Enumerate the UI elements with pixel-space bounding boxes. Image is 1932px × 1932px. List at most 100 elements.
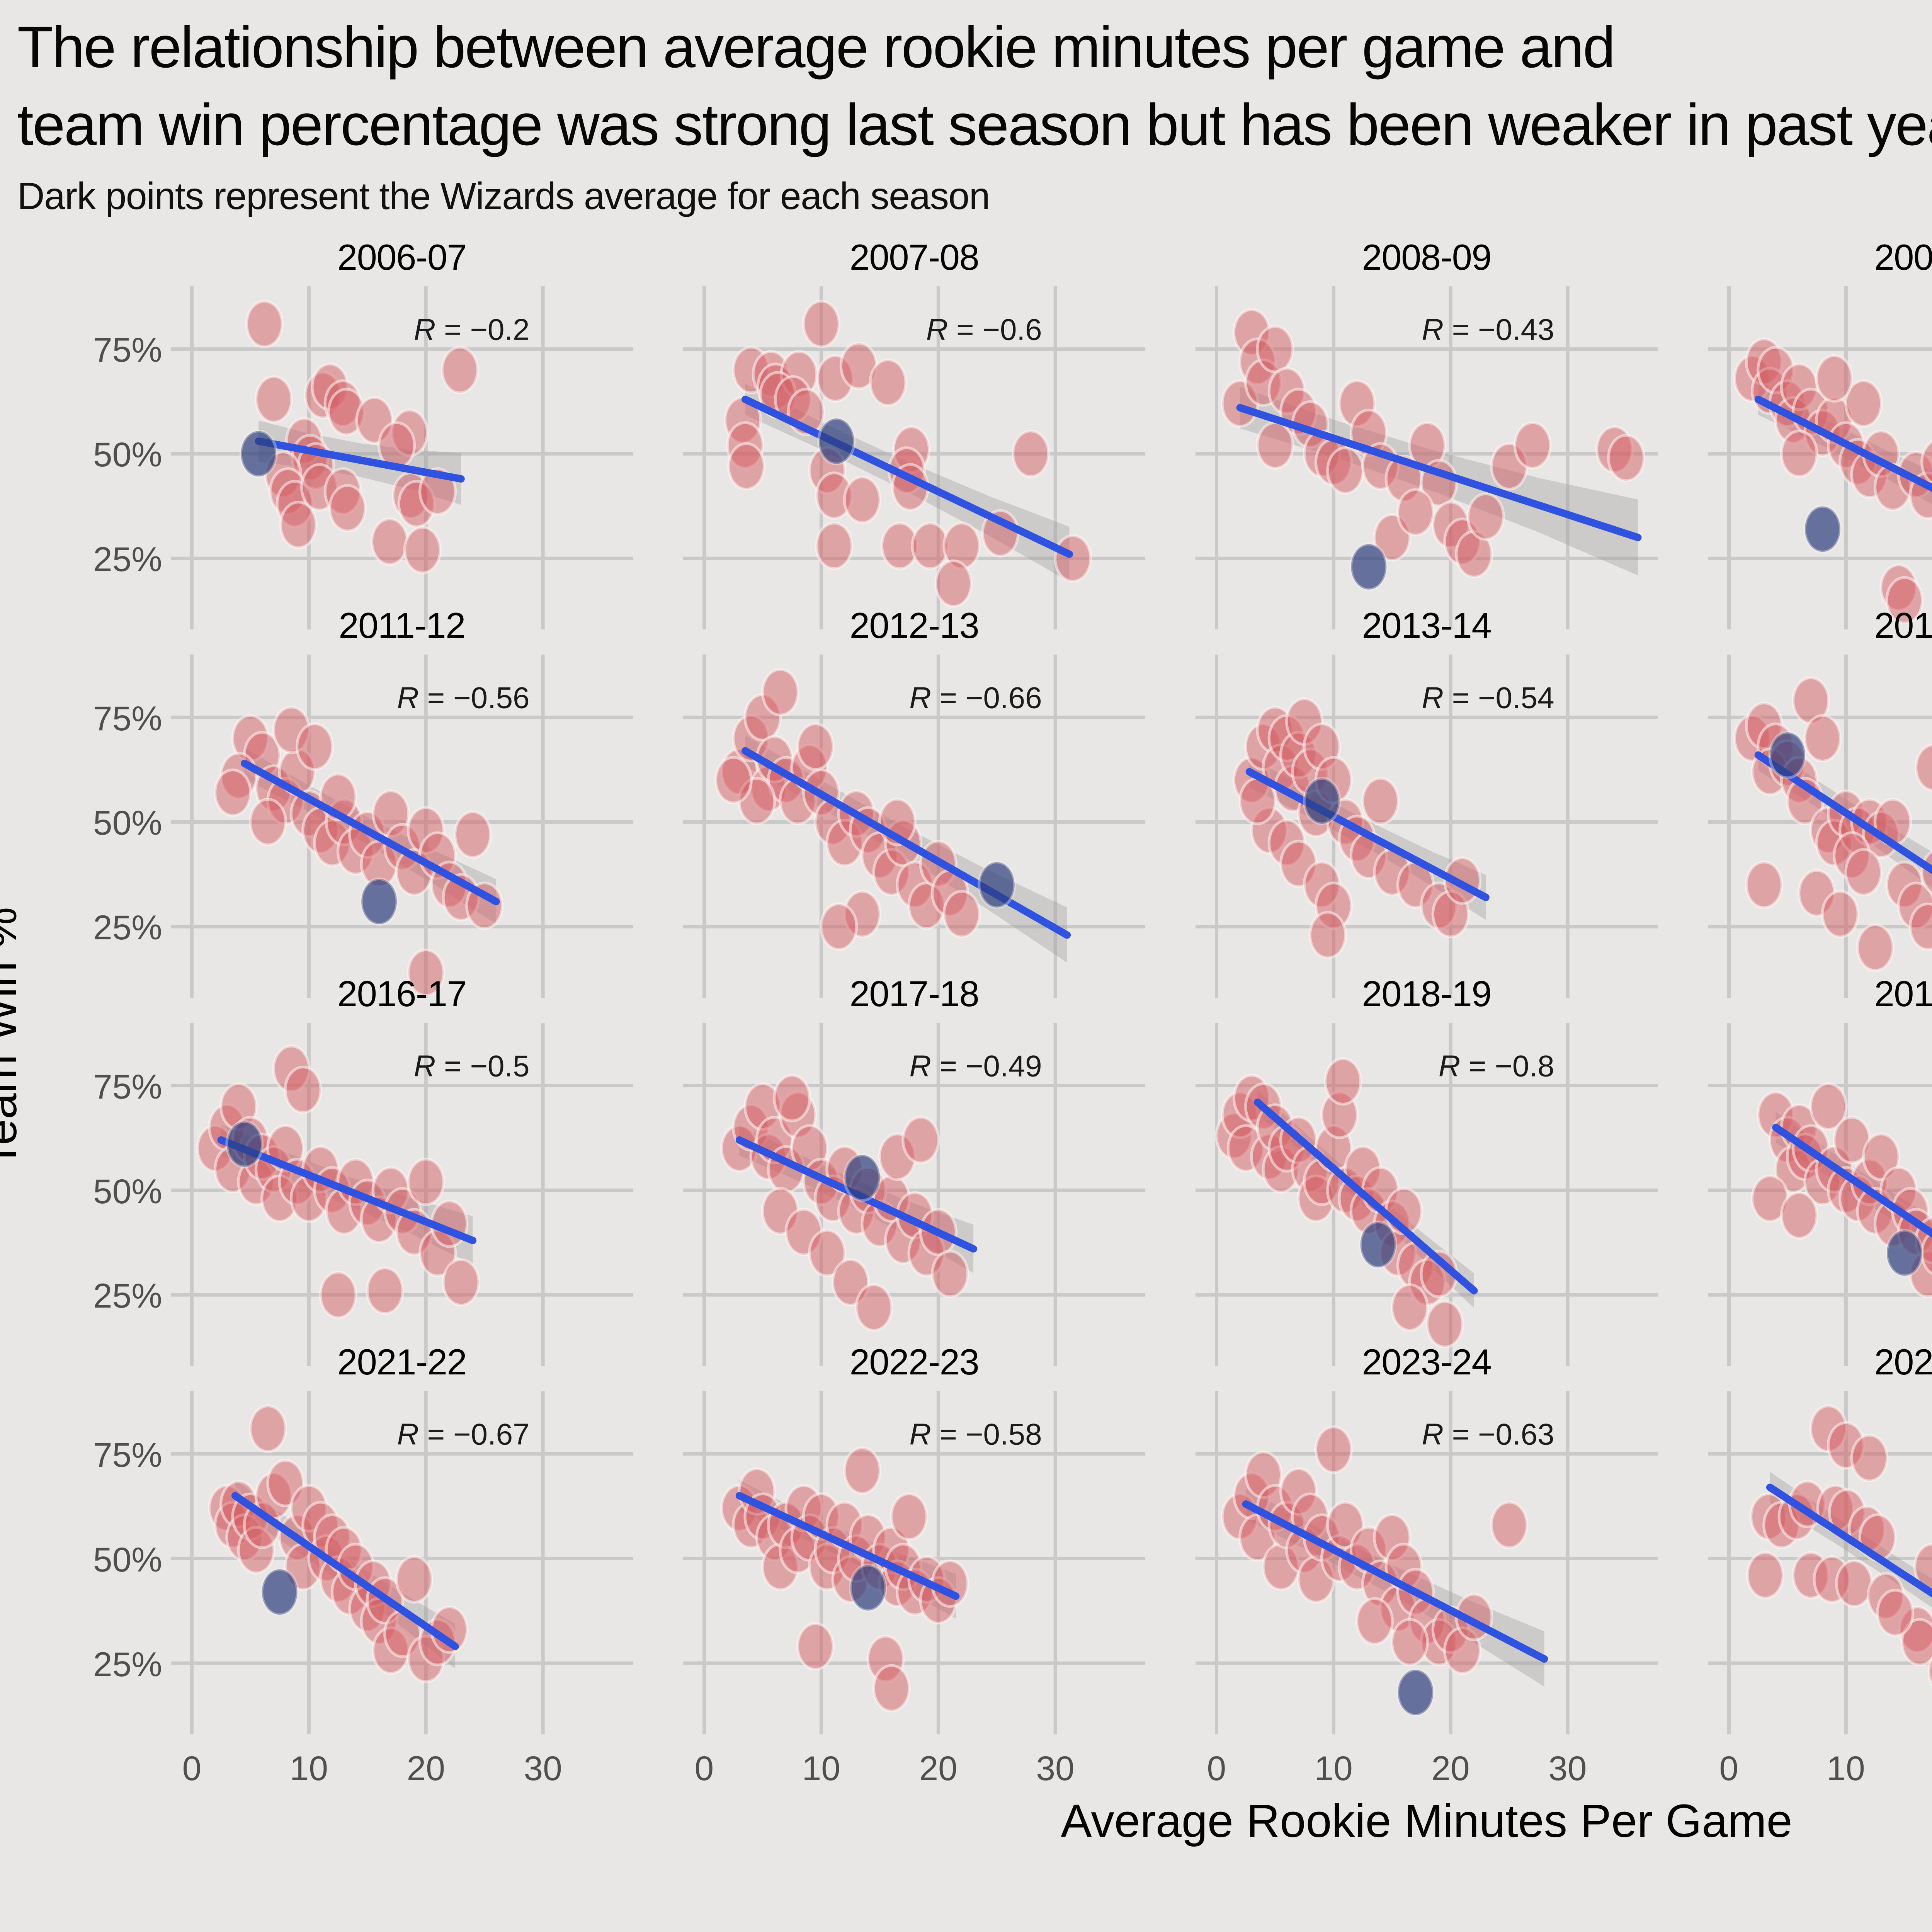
data-point: [714, 756, 753, 804]
data-point: [1361, 777, 1400, 825]
data-point: [442, 1258, 480, 1307]
y-tick-label: 25%: [93, 1276, 162, 1315]
facet-panel: R = −0.66: [683, 655, 1146, 998]
data-point: [406, 949, 445, 997]
facet-panel: R = −0.2: [170, 286, 633, 630]
chart-subtitle: Dark points represent the Wizards averag…: [17, 174, 990, 217]
y-tick-label: 50%: [93, 1172, 162, 1211]
data-point: [727, 442, 765, 491]
x-tick-label: 10: [1314, 1748, 1353, 1787]
data-point: [1323, 1057, 1362, 1106]
facet-title: 2006-07: [337, 236, 467, 277]
x-tick-label: 20: [1431, 1748, 1470, 1787]
y-tick-label: 75%: [93, 1435, 162, 1474]
data-point: [1425, 1300, 1464, 1349]
facet-2009-10: 2009-10 R = −0.54: [1708, 236, 1932, 630]
facet-title: 2022-23: [849, 1341, 980, 1382]
r-value-label: R = −0.49: [909, 1049, 1042, 1083]
data-point: [1396, 488, 1435, 537]
data-point: [213, 769, 252, 817]
trend-line: [1766, 1484, 1932, 1598]
facet-2016-17: 2016-17 R = −0.5: [170, 973, 633, 1366]
wizards-point: [849, 1564, 887, 1612]
data-point: [930, 1250, 969, 1298]
r-value-label: R = −0.5: [414, 1049, 530, 1083]
facet-2022-23: 2022-23 R = −0.58: [683, 1341, 1146, 1735]
facet-panel: R = −0.8: [1195, 1023, 1658, 1366]
facet-title: 2007-08: [849, 236, 980, 277]
wizards-point: [1803, 505, 1842, 553]
data-point: [1745, 861, 1783, 909]
x-tick-label: 10: [1827, 1748, 1865, 1787]
r-value-label: R = −0.54: [1422, 681, 1554, 715]
data-point: [820, 902, 858, 951]
data-point: [418, 467, 457, 516]
facet-panel: R = −0.63: [1195, 1391, 1658, 1735]
facet-2014-15: 2014-15 R = −0.57: [1708, 605, 1932, 998]
r-value-label: R = −0.63: [1422, 1417, 1554, 1451]
wizards-point: [1885, 1229, 1924, 1277]
data-point: [1256, 325, 1294, 374]
y-tick-label: 75%: [93, 1067, 162, 1106]
data-point: [1850, 1434, 1889, 1483]
data-point: [901, 1116, 940, 1165]
facet-panel: R = −0.71: [1708, 1391, 1932, 1735]
data-point: [796, 1622, 835, 1671]
data-point: [1746, 1551, 1784, 1600]
facet-panel: R = −0.58: [683, 1391, 1146, 1735]
facet-2017-18: 2017-18 R = −0.49: [683, 973, 1146, 1366]
facet-2011-12: 2011-12 R = −0.56: [170, 605, 633, 998]
y-axis-title: Team Win %: [0, 907, 26, 1168]
facet-title: 2021-22: [337, 1341, 467, 1382]
data-point: [772, 1074, 811, 1122]
data-point: [843, 476, 881, 524]
wizards-point: [978, 861, 1016, 909]
data-point: [942, 890, 981, 939]
x-tick-label: 0: [1719, 1748, 1738, 1787]
data-point: [934, 559, 973, 608]
facet-panel: R = −0.5: [170, 1023, 633, 1366]
data-point: [1053, 534, 1092, 583]
data-point: [1900, 1618, 1932, 1667]
data-point: [1390, 1618, 1429, 1667]
x-tick-label: 20: [919, 1748, 957, 1787]
r-value-label: R = −0.2: [414, 312, 530, 346]
data-point: [1308, 911, 1347, 959]
wizards-point: [360, 877, 398, 926]
data-point: [245, 300, 284, 349]
data-point: [802, 300, 840, 349]
facet-panel: R = −0.57: [1708, 655, 1932, 998]
data-point: [295, 723, 334, 771]
data-point: [761, 668, 799, 717]
r-value-label: R = −0.58: [909, 1417, 1042, 1451]
data-point: [1466, 492, 1505, 541]
data-point: [1326, 446, 1364, 495]
data-point: [1914, 743, 1932, 792]
trend-line: [1242, 1500, 1548, 1663]
chart-title-line2: team win percentage was strong last seas…: [17, 92, 1932, 158]
facet-2013-14: 2013-14 R = −0.54: [1195, 605, 1658, 998]
facet-panel: R = −0.54: [1708, 286, 1932, 630]
facet-title: 2009-10: [1874, 236, 1932, 277]
y-tick-label: 25%: [93, 908, 162, 947]
x-tick-label: 20: [406, 1748, 445, 1787]
data-point: [1844, 379, 1883, 428]
facet-2008-09: 2008-09 R = −0.43: [1195, 236, 1658, 630]
trend-line: [241, 760, 500, 905]
facet-2019-20: 2019-20 R = −0.66: [1708, 973, 1932, 1366]
data-point: [1256, 421, 1294, 470]
data-point: [843, 1446, 881, 1495]
data-point: [889, 1492, 928, 1541]
data-point: [1856, 923, 1895, 972]
data-point: [279, 501, 318, 549]
data-point: [328, 484, 367, 532]
data-point: [1780, 429, 1818, 478]
x-tick-label: 0: [1207, 1748, 1226, 1787]
data-point: [1780, 1191, 1818, 1240]
trend-line: [735, 1492, 960, 1600]
data-point: [1607, 434, 1645, 482]
facet-title: 2013-14: [1362, 605, 1492, 646]
facet-title: 2012-13: [849, 605, 980, 646]
facet-title: 2017-18: [849, 973, 980, 1014]
